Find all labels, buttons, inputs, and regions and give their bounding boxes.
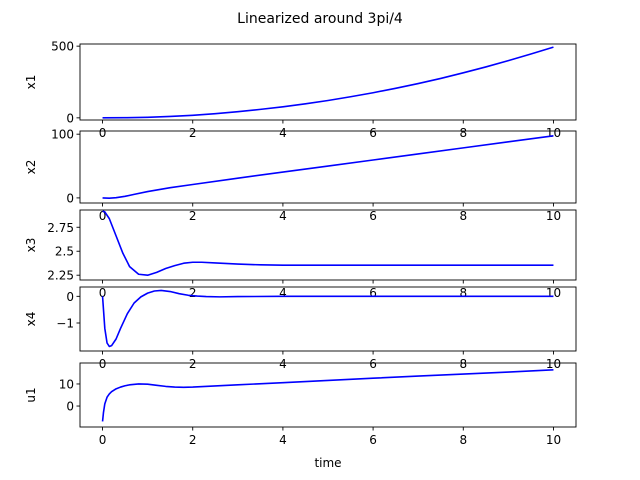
x-tick-label: 10 bbox=[546, 126, 561, 140]
series-line-x4 bbox=[101, 289, 554, 348]
axes-frame-x3 bbox=[79, 209, 577, 281]
axes-frame-x1 bbox=[79, 43, 577, 121]
series-line-x1 bbox=[102, 46, 554, 119]
panel-x3: 0 2 4 6 8 10 2.25 2.5 2.75 x3 bbox=[24, 209, 577, 300]
y-axis-label-x3: x3 bbox=[24, 238, 38, 253]
axes-frame-u1 bbox=[79, 362, 577, 428]
panel-u1: 0 2 4 6 8 10 0 10 u1 bbox=[24, 362, 577, 447]
x-tick-label: 10 bbox=[546, 209, 561, 223]
x-tick-label: 2 bbox=[189, 357, 197, 371]
y-tick-label: 2.5 bbox=[55, 245, 74, 259]
y-tick-label: 100 bbox=[51, 128, 74, 142]
x-tick-label: 2 bbox=[189, 433, 197, 447]
x-tick-label: 6 bbox=[369, 357, 377, 371]
x-tick-label: 0 bbox=[99, 209, 107, 223]
y-tick-label: 2.75 bbox=[47, 221, 74, 235]
y-tick-label: 2.25 bbox=[47, 269, 74, 283]
series-line-x3 bbox=[102, 210, 554, 277]
y-tick-label: 10 bbox=[59, 377, 74, 391]
x-tick-label: 8 bbox=[459, 286, 467, 300]
x-tick-label: 2 bbox=[189, 126, 197, 140]
x-tick-label: 0 bbox=[99, 433, 107, 447]
axes-frame-x4 bbox=[79, 286, 577, 352]
x-tick-label: 0 bbox=[99, 357, 107, 371]
axes-frame-x2 bbox=[79, 130, 577, 204]
x-tick-label: 6 bbox=[369, 209, 377, 223]
panel-x4: 0 2 4 6 8 10 0 −1 x4 bbox=[24, 286, 577, 371]
x-tick-label: 4 bbox=[279, 209, 287, 223]
x-tick-label: 8 bbox=[459, 126, 467, 140]
y-tick-label: −1 bbox=[56, 317, 74, 331]
y-axis-label-x4: x4 bbox=[24, 312, 38, 327]
y-axis-label-x1: x1 bbox=[24, 75, 38, 90]
x-tick-label: 6 bbox=[369, 286, 377, 300]
x-tick-label: 6 bbox=[369, 433, 377, 447]
x-tick-label: 2 bbox=[189, 209, 197, 223]
x-tick-label: 2 bbox=[189, 286, 197, 300]
y-tick-label: 0 bbox=[66, 290, 74, 304]
x-tick-label: 4 bbox=[279, 286, 287, 300]
y-tick-label: 500 bbox=[51, 40, 74, 54]
x-tick-label: 6 bbox=[369, 126, 377, 140]
x-tick-label: 8 bbox=[459, 209, 467, 223]
x-tick-label: 0 bbox=[99, 286, 107, 300]
x-tick-label: 0 bbox=[99, 126, 107, 140]
chart-title: Linearized around 3pi/4 bbox=[237, 11, 403, 27]
x-axis-label: time bbox=[314, 456, 341, 470]
x-tick-label: 4 bbox=[279, 357, 287, 371]
x-tick-label: 10 bbox=[546, 357, 561, 371]
x-tick-label: 8 bbox=[459, 357, 467, 371]
x-tick-label: 4 bbox=[279, 126, 287, 140]
y-tick-label: 0 bbox=[66, 400, 74, 414]
y-axis-label-x2: x2 bbox=[24, 160, 38, 175]
x-tick-label: 10 bbox=[546, 286, 561, 300]
x-tick-label: 4 bbox=[279, 433, 287, 447]
y-tick-label: 0 bbox=[66, 111, 74, 125]
y-tick-label: 0 bbox=[66, 191, 74, 205]
x-tick-label: 10 bbox=[546, 433, 561, 447]
y-axis-label-u1: u1 bbox=[24, 387, 38, 402]
series-line-u1 bbox=[101, 369, 554, 422]
series-line-x2 bbox=[102, 134, 554, 200]
x-tick-label: 8 bbox=[459, 433, 467, 447]
